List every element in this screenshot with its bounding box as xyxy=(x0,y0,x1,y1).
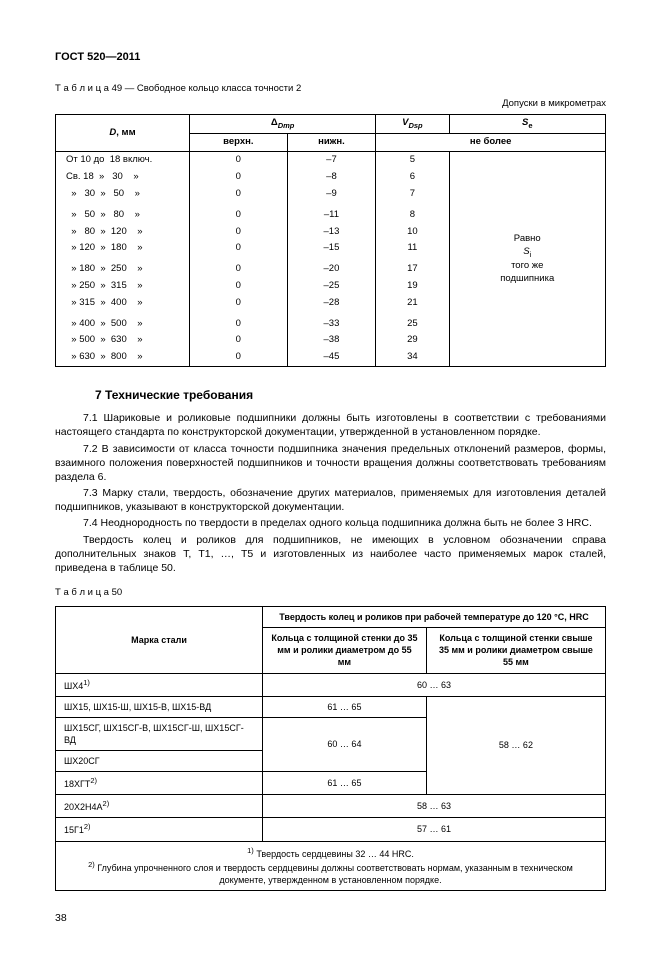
table-50: Марка стали Твердость колец и роликов пр… xyxy=(55,606,606,891)
para-7-3: 7.3 Марку стали, твердость, обозначение … xyxy=(55,486,606,514)
table49-tolerance-note: Допуски в микрометрах xyxy=(55,98,606,111)
document-header: ГОСТ 520—2011 xyxy=(55,50,606,65)
page-number: 38 xyxy=(55,911,606,925)
para-7-2: 7.2 В зависимости от класса точности под… xyxy=(55,442,606,485)
para-7-4: 7.4 Неоднородность по твердости в предел… xyxy=(55,516,606,530)
table-49: D, мм ΔDmp VDsp Se верхн. нижн. не более… xyxy=(55,114,606,367)
table49-caption: Т а б л и ц а 49 — Свободное кольцо клас… xyxy=(55,83,606,96)
para-hardness: Твердость колец и роликов для подшипнико… xyxy=(55,533,606,576)
para-7-1: 7.1 Шариковые и роликовые подшипники дол… xyxy=(55,411,606,439)
table50-caption: Т а б л и ц а 50 xyxy=(55,587,606,600)
section-7-title: 7 Технические требования xyxy=(95,387,606,403)
